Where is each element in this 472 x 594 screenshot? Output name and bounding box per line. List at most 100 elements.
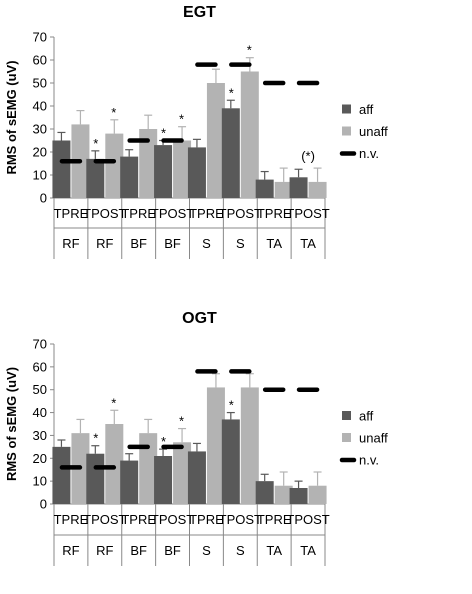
significance-marker: (*) (301, 149, 315, 164)
bar-aff (255, 179, 274, 198)
x-group-label: BF (130, 543, 147, 558)
x-group-label: TA (300, 543, 316, 558)
y-tick-label: 60 (33, 53, 47, 68)
x-category-label: TPOST (83, 512, 126, 527)
legend-label: aff (359, 409, 374, 424)
significance-marker: * (229, 85, 234, 100)
y-tick-label: 40 (33, 405, 47, 420)
x-category-label: TPRE (257, 206, 292, 221)
significance-marker: * (247, 43, 252, 58)
bar-unaff (173, 140, 192, 198)
bar-unaff (240, 71, 259, 198)
bar-unaff (139, 433, 158, 504)
bar-aff (187, 147, 206, 198)
bar-aff (289, 177, 308, 198)
y-tick-label: 70 (33, 30, 47, 45)
x-group-label: RF (62, 236, 79, 251)
x-category-label: TPOST (219, 512, 262, 527)
chart-panel-ogt: OGT 0 10 20 30 40 50 60 70 RMS of sEMG (uV) TPRE RF… (4, 310, 388, 566)
legend-swatch-aff (342, 104, 351, 114)
bar-unaff (308, 181, 327, 198)
bar-unaff (139, 129, 158, 198)
significance-marker: * (111, 105, 116, 120)
legend-label: n.v. (359, 453, 379, 468)
legend-label: unaff (359, 124, 388, 139)
bar-unaff (105, 133, 124, 198)
chart-panel-egt: EGT 0 10 20 30 40 50 60 70 RMS of sEMG (uV) TPRE RF… (4, 4, 388, 259)
x-group-label: RF (96, 236, 113, 251)
legend-label: unaff (359, 431, 388, 446)
y-tick-label: 0 (40, 191, 47, 206)
bar-unaff (308, 485, 327, 504)
bar-aff (120, 460, 139, 504)
x-group-label: RF (96, 543, 113, 558)
bar-aff (86, 453, 105, 504)
x-group-label: S (202, 543, 211, 558)
y-axis-label: RMS of sEMG (uV) (4, 367, 19, 481)
legend-swatch-unaff (342, 126, 351, 136)
y-tick-label: 40 (33, 99, 47, 114)
y-axis-label: RMS of sEMG (uV) (4, 60, 19, 174)
x-group-label: TA (300, 236, 316, 251)
x-category-label: TPRE (121, 512, 156, 527)
x-category-label: TPRE (54, 512, 89, 527)
significance-marker: * (161, 434, 166, 449)
x-group-label: BF (164, 236, 181, 251)
significance-marker: * (93, 136, 98, 151)
bar-unaff (173, 442, 192, 504)
x-category-label: TPOST (219, 206, 262, 221)
x-category-label: TPOST (286, 512, 329, 527)
x-group-label: RF (62, 543, 79, 558)
x-category-label: TPOST (151, 512, 194, 527)
y-tick-label: 70 (33, 337, 47, 352)
x-category-label: TPRE (189, 206, 224, 221)
legend-swatch-aff (342, 411, 351, 420)
bar-unaff (240, 387, 259, 504)
bar-unaff (105, 424, 124, 504)
bar-aff (289, 488, 308, 504)
x-category-label: TPRE (257, 512, 292, 527)
y-tick-label: 30 (33, 122, 47, 137)
bar-unaff (274, 485, 293, 504)
significance-marker: * (161, 126, 166, 141)
legend-swatch-unaff (342, 433, 351, 442)
legend-label: aff (359, 102, 374, 117)
bar-unaff (274, 181, 293, 198)
bar-aff (187, 451, 206, 504)
significance-marker: * (93, 431, 98, 446)
y-tick-label: 10 (33, 168, 47, 183)
y-tick-label: 10 (33, 474, 47, 489)
y-tick-label: 30 (33, 428, 47, 443)
y-tick-label: 50 (33, 76, 47, 91)
bar-aff (154, 145, 173, 198)
x-category-label: TPOST (151, 206, 194, 221)
y-tick-label: 20 (33, 145, 47, 160)
bar-aff (120, 156, 139, 198)
x-group-label: TA (266, 236, 282, 251)
x-group-label: S (236, 236, 245, 251)
x-category-label: TPRE (54, 206, 89, 221)
legend-label: n.v. (359, 146, 379, 161)
significance-marker: * (229, 398, 234, 413)
significance-marker: * (179, 112, 184, 127)
y-tick-label: 50 (33, 382, 47, 397)
bar-aff (52, 446, 71, 504)
bar-aff (52, 140, 71, 198)
bar-aff (221, 419, 240, 504)
x-group-label: S (202, 236, 211, 251)
y-tick-label: 60 (33, 359, 47, 374)
bar-aff (86, 158, 105, 198)
x-category-label: TPOST (83, 206, 126, 221)
x-group-label: S (236, 543, 245, 558)
y-tick-label: 0 (40, 497, 47, 512)
x-group-label: BF (130, 236, 147, 251)
x-group-label: TA (266, 543, 282, 558)
chart-title: EGT (183, 4, 216, 21)
bar-unaff (206, 387, 225, 504)
x-category-label: TPRE (121, 206, 156, 221)
bar-aff (255, 481, 274, 504)
significance-marker: * (179, 414, 184, 429)
x-group-label: BF (164, 543, 181, 558)
significance-marker: * (111, 395, 116, 410)
